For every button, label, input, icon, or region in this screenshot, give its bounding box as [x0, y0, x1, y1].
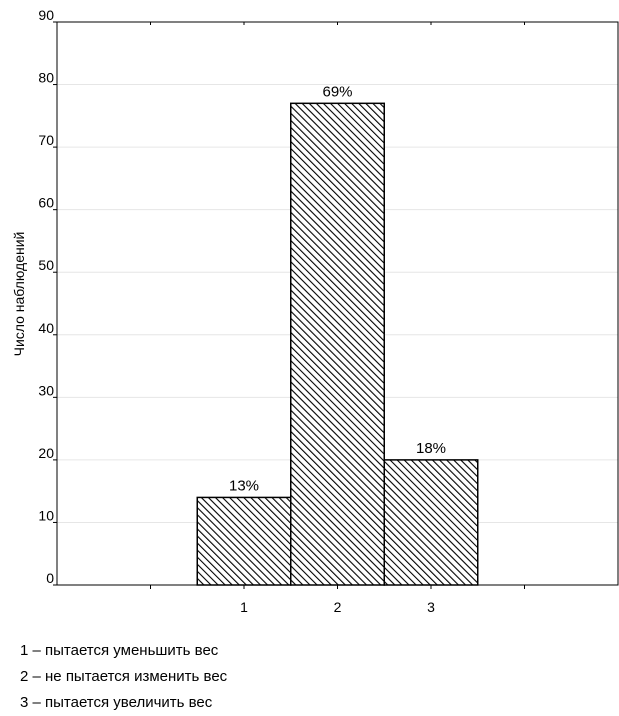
y-ticks: 0 10 20 30 40 50 60 70 80 90: [38, 7, 57, 586]
y-axis-label: Число наблюдений: [11, 232, 27, 357]
x-tick-label: 1: [240, 599, 248, 615]
bar-3: [383, 459, 479, 586]
legend-item-1: 1 – пытается уменьшить вес: [20, 642, 219, 659]
x-tick-label: 3: [427, 599, 435, 615]
data-label: 18%: [416, 440, 446, 457]
y-tick-label: 40: [38, 320, 54, 336]
x-tick-label: 2: [334, 599, 342, 615]
y-tick-label: 0: [46, 570, 54, 586]
legend: 1 – пытается уменьшить вес 2 – не пытает…: [20, 638, 227, 716]
y-tick-label: 80: [38, 70, 54, 86]
legend-item-3: 3 – пытается увеличить вес: [20, 694, 213, 711]
bar-2: [290, 102, 385, 586]
bar-1: [196, 496, 292, 586]
data-labels: 13% 69% 18%: [229, 83, 446, 494]
y-tick-label: 60: [38, 195, 54, 211]
y-tick-label: 20: [38, 445, 54, 461]
bars: [196, 102, 479, 586]
y-tick-label: 70: [38, 132, 54, 148]
x-ticks: 1 2 3: [150, 22, 525, 615]
legend-item-2: 2 – не пытается изменить вес: [20, 668, 228, 685]
data-label: 13%: [229, 477, 259, 494]
data-label: 69%: [322, 83, 352, 100]
y-tick-label: 90: [38, 7, 54, 23]
y-tick-label: 10: [38, 507, 54, 523]
y-tick-label: 30: [38, 382, 54, 398]
y-tick-label: 50: [38, 257, 54, 273]
